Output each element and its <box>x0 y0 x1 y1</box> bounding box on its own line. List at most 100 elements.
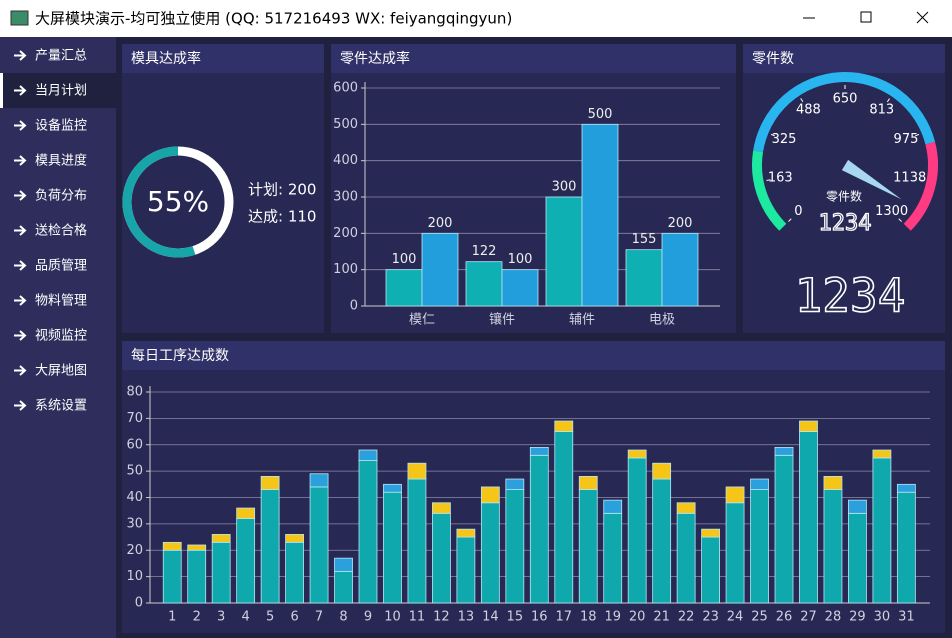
bar <box>358 460 378 604</box>
gauge-tick-label: 488 <box>796 103 821 118</box>
menu-label: 物料管理 <box>35 294 87 309</box>
bar <box>661 232 699 307</box>
y-tick-label: 400 <box>333 153 358 168</box>
panel-header <box>122 341 945 370</box>
x-tick-label: 16 <box>531 610 548 625</box>
bar <box>309 486 329 604</box>
bar <box>848 499 867 514</box>
bar <box>545 196 583 307</box>
x-tick-label: 21 <box>653 610 670 625</box>
y-tick-label: 20 <box>126 543 143 558</box>
y-tick-label: 40 <box>126 490 143 505</box>
gauge-needle <box>841 159 902 200</box>
menu-item[interactable]: 送检合格 <box>14 223 87 239</box>
gauge-tick <box>766 179 771 181</box>
x-tick-label: 18 <box>580 610 597 625</box>
menu-arrow <box>14 260 27 271</box>
bar <box>603 512 623 604</box>
gauge-tick-label: 650 <box>833 92 858 107</box>
data-label: 200 <box>428 216 453 231</box>
bar <box>578 489 598 604</box>
bar <box>676 502 696 514</box>
menu-item[interactable]: 视频监控 <box>14 329 87 344</box>
panel-header <box>331 44 736 73</box>
menu-label: 视频监控 <box>35 329 87 344</box>
bar <box>578 475 598 490</box>
x-tick-label: 10 <box>384 610 401 625</box>
y-tick-label: 80 <box>126 385 143 400</box>
x-tick-label: 15 <box>507 610 524 625</box>
menu-item[interactable]: 物料管理 <box>14 294 87 309</box>
bar <box>480 486 500 504</box>
panel-title: 模具达成率 <box>131 50 201 67</box>
gauge-tick-label: 163 <box>768 170 793 185</box>
bar <box>162 549 182 604</box>
menu-item[interactable]: 负荷分布 <box>14 189 87 204</box>
menu-label: 送检合格 <box>35 223 87 239</box>
panel-title: 零件数 <box>752 51 794 67</box>
menu-label: 品质管理 <box>35 259 87 274</box>
bar <box>872 457 892 604</box>
data-label: 100 <box>392 252 417 267</box>
bar <box>407 462 427 480</box>
x-tick-label: 19 <box>604 610 621 625</box>
data-label: 300 <box>552 180 577 195</box>
menu-item[interactable]: 模具进度 <box>14 153 87 169</box>
bar <box>823 475 843 490</box>
ring-arc <box>122 146 234 258</box>
menu-item[interactable]: 系统设置 <box>14 399 87 414</box>
gauge-value: 1234 <box>819 211 872 236</box>
menu-item[interactable]: 品质管理 <box>14 259 87 274</box>
menu-arrow <box>14 365 27 376</box>
y-tick-label: 70 <box>126 411 143 426</box>
bar <box>627 449 647 459</box>
app-icon <box>10 10 29 26</box>
x-tick-label: 29 <box>849 610 866 625</box>
panel <box>743 44 945 333</box>
gauge-tick-label: 813 <box>869 103 894 118</box>
bar <box>896 483 916 493</box>
x-tick-label: 20 <box>629 610 646 625</box>
y-tick-label: 50 <box>126 464 143 479</box>
x-tick-label: 11 <box>409 610 426 625</box>
data-label: 122 <box>472 244 497 259</box>
x-tick-label: 28 <box>825 610 842 625</box>
menu-item[interactable]: 设备监控 <box>14 118 87 134</box>
bar <box>505 489 525 604</box>
gauge-arc <box>753 72 936 153</box>
bar <box>581 123 619 307</box>
bar <box>848 512 867 604</box>
x-tick-label: 镶件 <box>489 312 515 328</box>
x-tick-label: 2 <box>193 610 201 625</box>
y-tick-label: 60 <box>126 437 143 452</box>
menu-arrow <box>14 225 27 236</box>
bar <box>465 261 503 307</box>
menu-item[interactable]: 产量汇总 <box>14 49 87 64</box>
bar <box>701 536 720 604</box>
gauge-arc <box>903 141 938 231</box>
y-tick-label: 200 <box>333 226 358 241</box>
bar <box>627 457 647 604</box>
menu-item[interactable]: 当月计划 <box>0 73 116 108</box>
bar <box>236 518 256 604</box>
x-tick-label: 5 <box>266 610 274 625</box>
bar <box>701 528 720 538</box>
menu-arrow <box>14 400 27 411</box>
gauge-tick-label: 1300 <box>875 204 908 219</box>
bar <box>554 431 574 604</box>
bar <box>456 528 476 538</box>
close-button[interactable] <box>916 11 929 24</box>
maximize-button[interactable] <box>860 11 872 23</box>
menu-item[interactable]: 大屏地图 <box>14 364 87 379</box>
bar <box>799 431 818 604</box>
x-tick-label: 4 <box>242 610 250 625</box>
bar <box>725 486 745 504</box>
x-tick-label: 14 <box>482 610 499 625</box>
menu-arrow <box>14 85 27 96</box>
x-tick-label: 24 <box>727 610 744 625</box>
x-tick-label: 22 <box>678 610 695 625</box>
bar <box>383 483 402 493</box>
bar <box>505 478 525 490</box>
menu-item-indicator <box>0 73 3 108</box>
